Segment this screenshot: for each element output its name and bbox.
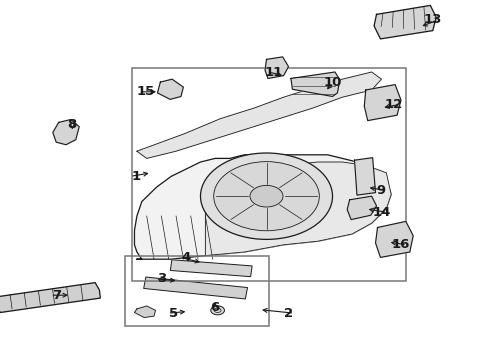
Text: 5: 5 <box>169 307 178 320</box>
Text: 12: 12 <box>384 98 402 111</box>
Polygon shape <box>0 283 100 312</box>
Text: 15: 15 <box>136 85 155 98</box>
Ellipse shape <box>249 185 283 207</box>
Bar <box>143 277 247 299</box>
Text: 16: 16 <box>391 238 409 251</box>
Ellipse shape <box>200 153 332 239</box>
Text: 1: 1 <box>131 170 140 183</box>
Polygon shape <box>373 5 435 39</box>
Ellipse shape <box>213 162 319 231</box>
Polygon shape <box>137 72 381 158</box>
Text: 9: 9 <box>376 184 385 197</box>
Bar <box>124 256 268 326</box>
Polygon shape <box>375 221 412 257</box>
Text: 14: 14 <box>371 206 390 219</box>
Polygon shape <box>157 79 183 99</box>
Polygon shape <box>354 158 375 195</box>
Text: 11: 11 <box>264 66 283 78</box>
Polygon shape <box>53 120 79 145</box>
Text: 7: 7 <box>52 289 61 302</box>
Polygon shape <box>134 155 390 259</box>
Bar <box>132 68 405 281</box>
Polygon shape <box>364 85 400 121</box>
Text: 3: 3 <box>157 273 165 285</box>
Polygon shape <box>264 57 288 78</box>
Text: 8: 8 <box>68 118 77 131</box>
Polygon shape <box>346 196 376 220</box>
Polygon shape <box>205 162 390 256</box>
Ellipse shape <box>210 306 224 315</box>
Text: 6: 6 <box>210 301 219 314</box>
Text: 10: 10 <box>323 76 341 89</box>
Text: 2: 2 <box>284 307 292 320</box>
Text: 4: 4 <box>181 251 190 264</box>
Text: 13: 13 <box>423 13 441 26</box>
Polygon shape <box>290 72 339 96</box>
Bar <box>170 260 252 277</box>
Polygon shape <box>134 306 155 318</box>
